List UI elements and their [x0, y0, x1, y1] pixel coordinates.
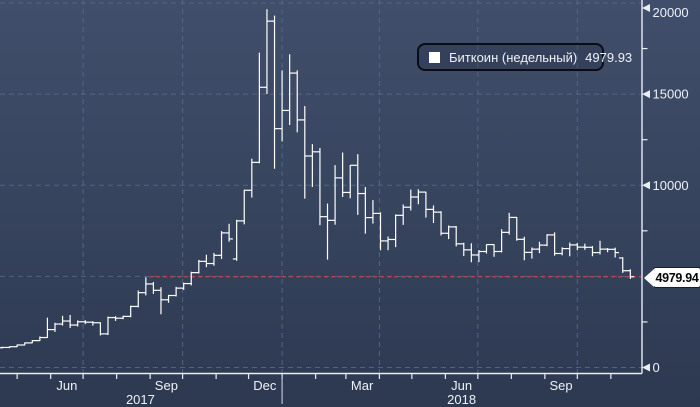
price-tag-value: 4979.94	[655, 270, 699, 285]
x-axis-year-label: 2017	[126, 392, 155, 407]
legend-swatch-icon	[429, 51, 440, 63]
x-axis-month-label: Sep	[155, 378, 178, 393]
x-axis-month-label: Sep	[550, 378, 573, 393]
y-axis-tick-label: 10000	[653, 178, 689, 193]
y-axis-tick-arrow-icon	[642, 90, 650, 99]
x-axis-month-label: Dec	[253, 378, 277, 393]
last-price-axis-tag: 4979.94	[644, 268, 700, 287]
price-tag-arrow-icon	[644, 268, 654, 287]
legend-series-label: Биткоин (недельный)	[449, 49, 578, 65]
y-axis-tick-arrow-icon	[642, 181, 650, 190]
x-axis-month-label: Mar	[351, 378, 374, 393]
y-axis-tick-label: 15000	[653, 87, 689, 102]
y-axis-tick-label: 0	[653, 360, 660, 375]
legend-last-value: 4979.93	[585, 49, 633, 65]
legend-box[interactable]: Биткоин (недельный) 4979.93	[417, 43, 632, 71]
x-axis-year-label: 2018	[447, 392, 476, 407]
y-axis-tick-label: 20000	[653, 5, 689, 20]
y-axis-tick-arrow-icon	[642, 363, 650, 372]
y-axis-tick-arrow-icon	[642, 4, 650, 12]
x-axis-month-label: Jun	[56, 378, 77, 393]
x-axis-month-label: Jun	[451, 378, 472, 393]
